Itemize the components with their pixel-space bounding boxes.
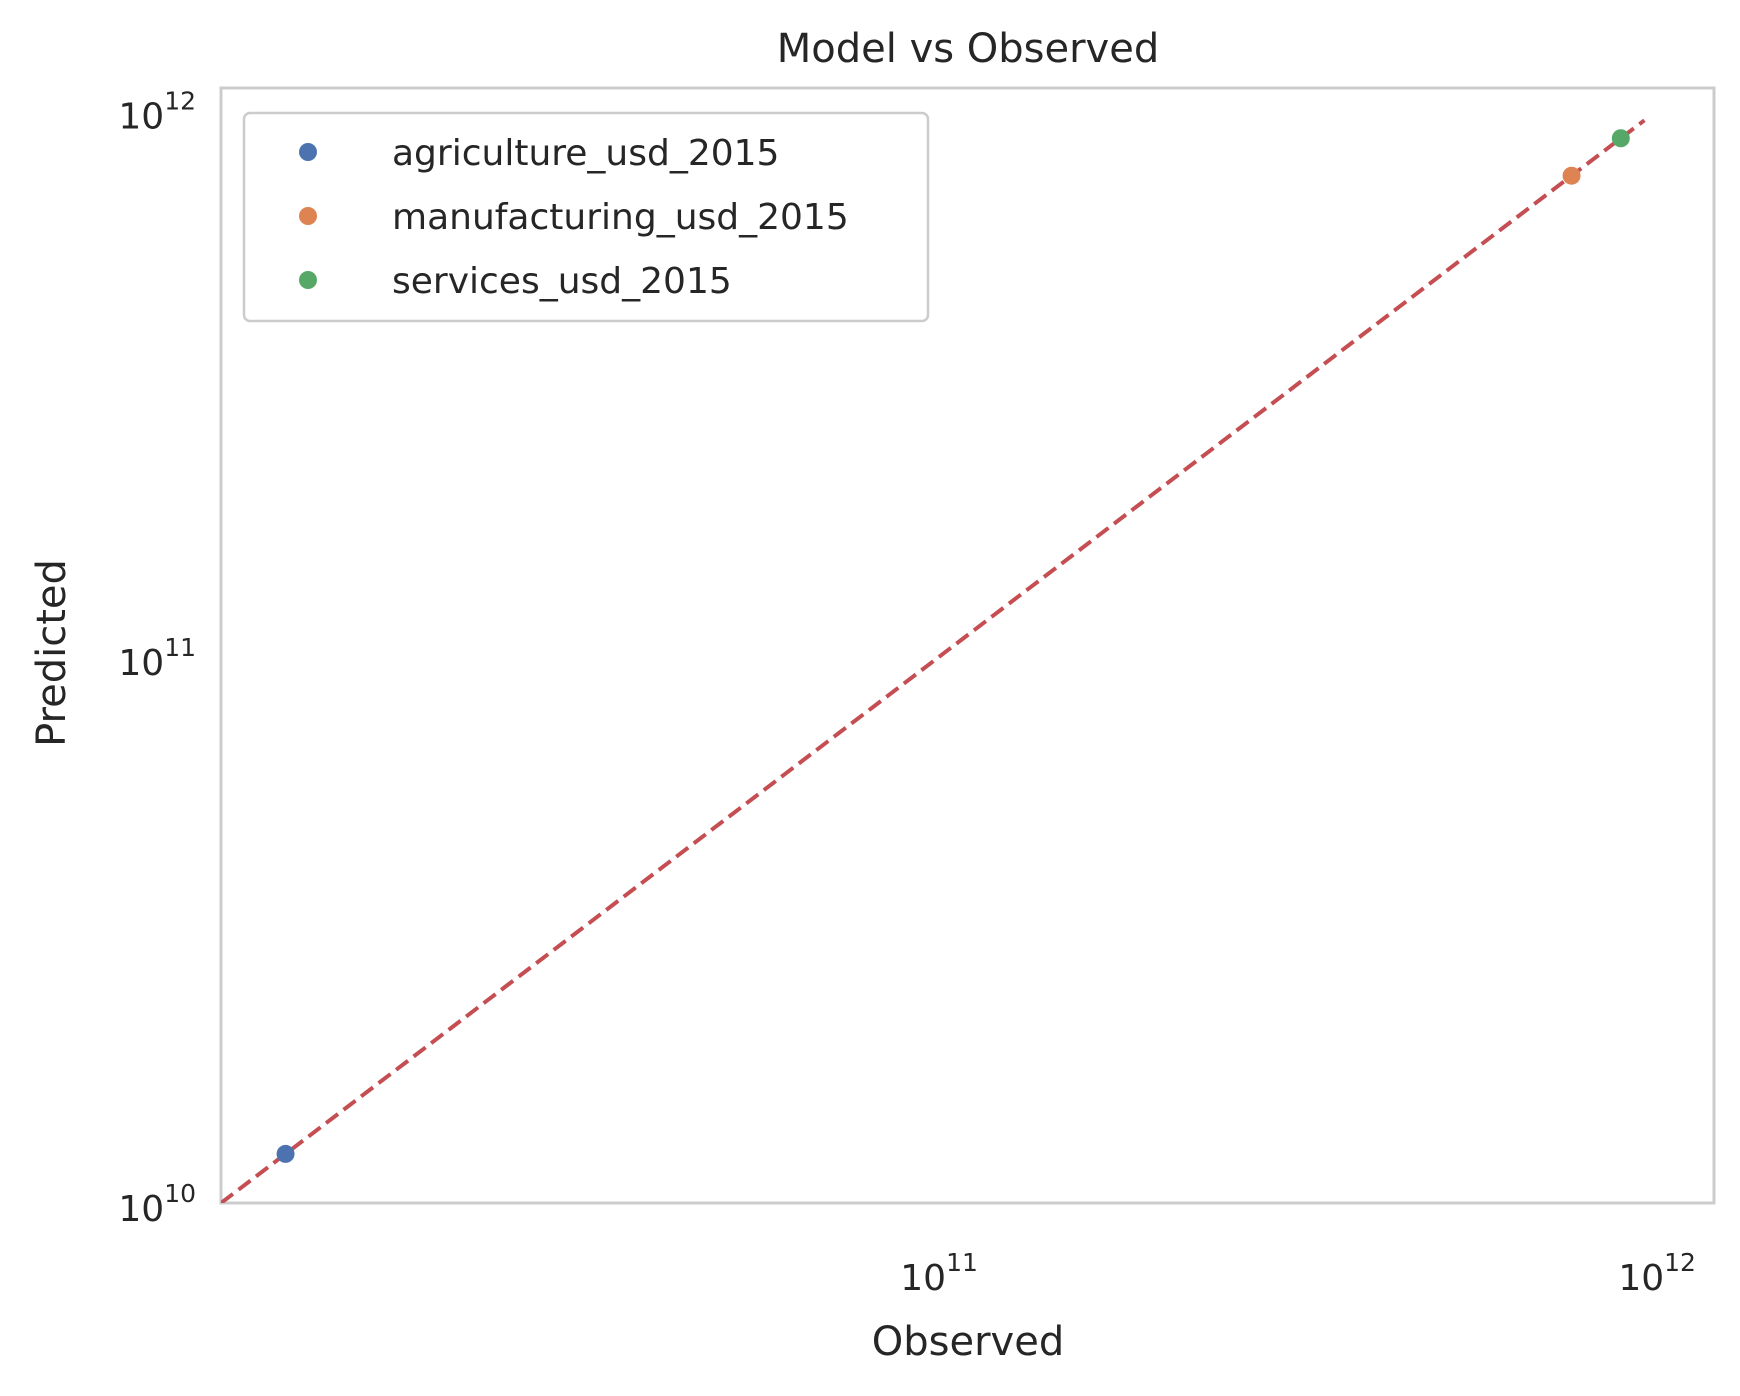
legend-marker — [299, 271, 317, 289]
legend-marker — [299, 207, 317, 225]
data-point-agriculture_usd_2015 — [276, 1144, 295, 1163]
y-tick-label: 1011 — [118, 633, 196, 684]
y-tick-label: 1010 — [118, 1179, 196, 1230]
y-tick-label: 1012 — [118, 87, 196, 138]
legend-frame — [242, 111, 930, 323]
points-layer — [276, 129, 1630, 1163]
chart-title: Model vs Observed — [777, 26, 1159, 72]
reference-line-layer — [221, 118, 1646, 1203]
x-tick-label: 1012 — [1618, 1248, 1696, 1299]
legend-label: agriculture_usd_2015 — [392, 133, 779, 174]
legend: agriculture_usd_2015 manufacturing_usd_20… — [242, 111, 930, 323]
x-tick-label: 1011 — [900, 1248, 978, 1299]
y-ticks: 1010 1011 1012 — [118, 87, 196, 1230]
legend-items: agriculture_usd_2015 manufacturing_usd_20… — [299, 133, 849, 302]
reference-line — [221, 118, 1646, 1203]
y-axis-label: Predicted — [29, 559, 75, 747]
legend-label: manufacturing_usd_2015 — [392, 197, 849, 238]
x-ticks: 1011 1012 — [900, 1248, 1696, 1299]
x-axis-label: Observed — [872, 1319, 1064, 1365]
legend-label: services_usd_2015 — [392, 261, 732, 302]
data-point-services_usd_2015 — [1611, 129, 1630, 148]
data-point-manufacturing_usd_2015 — [1562, 166, 1581, 185]
legend-marker — [299, 143, 317, 161]
